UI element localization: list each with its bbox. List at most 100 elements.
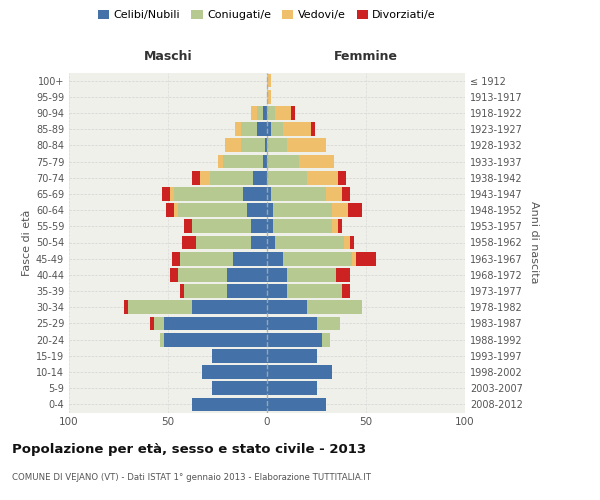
Bar xyxy=(233,252,267,266)
Bar xyxy=(267,349,317,362)
Bar xyxy=(267,171,307,184)
Bar xyxy=(271,187,326,201)
Bar xyxy=(267,154,299,168)
Bar xyxy=(200,171,209,184)
Bar xyxy=(170,268,178,282)
Bar xyxy=(182,236,196,250)
Bar xyxy=(263,106,267,120)
Bar xyxy=(267,300,307,314)
Bar xyxy=(275,236,344,250)
Bar xyxy=(267,90,271,104)
Bar xyxy=(180,252,233,266)
Bar xyxy=(337,268,350,282)
Bar xyxy=(178,203,247,217)
Bar xyxy=(311,122,314,136)
Bar xyxy=(174,203,178,217)
Bar xyxy=(128,300,192,314)
Bar xyxy=(202,365,267,379)
Bar xyxy=(267,236,275,250)
Legend: Celibi/Nubili, Coniugati/e, Vedovi/e, Divorziati/e: Celibi/Nubili, Coniugati/e, Vedovi/e, Di… xyxy=(94,6,440,25)
Bar xyxy=(160,333,164,346)
Bar xyxy=(192,171,200,184)
Bar xyxy=(227,284,267,298)
Bar xyxy=(287,138,326,152)
Bar xyxy=(184,284,227,298)
Bar xyxy=(267,365,332,379)
Bar xyxy=(166,203,174,217)
Bar xyxy=(241,122,257,136)
Bar xyxy=(350,236,354,250)
Bar xyxy=(267,187,271,201)
Bar xyxy=(192,220,251,233)
Bar xyxy=(307,171,338,184)
Text: COMUNE DI VEJANO (VT) - Dati ISTAT 1° gennaio 2013 - Elaborazione TUTTITALIA.IT: COMUNE DI VEJANO (VT) - Dati ISTAT 1° ge… xyxy=(12,472,371,482)
Bar xyxy=(267,138,287,152)
Bar xyxy=(212,349,267,362)
Text: Popolazione per età, sesso e stato civile - 2013: Popolazione per età, sesso e stato civil… xyxy=(12,442,366,456)
Bar xyxy=(322,333,331,346)
Bar xyxy=(267,316,317,330)
Bar xyxy=(267,106,275,120)
Y-axis label: Anni di nascita: Anni di nascita xyxy=(529,201,539,283)
Bar xyxy=(299,154,334,168)
Text: Femmine: Femmine xyxy=(334,50,398,62)
Y-axis label: Fasce di età: Fasce di età xyxy=(22,210,32,276)
Bar xyxy=(235,122,241,136)
Bar xyxy=(218,154,223,168)
Bar xyxy=(196,236,251,250)
Bar xyxy=(253,171,267,184)
Bar xyxy=(267,122,271,136)
Bar xyxy=(263,154,267,168)
Bar xyxy=(124,300,128,314)
Bar xyxy=(307,300,362,314)
Bar xyxy=(348,203,362,217)
Bar xyxy=(162,187,170,201)
Bar xyxy=(267,252,283,266)
Bar xyxy=(227,268,267,282)
Bar xyxy=(257,122,267,136)
Text: Maschi: Maschi xyxy=(143,50,193,62)
Bar xyxy=(174,187,243,201)
Bar xyxy=(273,220,332,233)
Bar xyxy=(267,220,273,233)
Bar xyxy=(332,203,348,217)
Bar xyxy=(251,220,267,233)
Bar xyxy=(251,106,257,120)
Bar xyxy=(273,203,332,217)
Bar xyxy=(356,252,376,266)
Bar xyxy=(170,187,174,201)
Bar xyxy=(271,122,283,136)
Bar xyxy=(265,138,267,152)
Bar xyxy=(178,268,227,282)
Bar xyxy=(275,106,291,120)
Bar xyxy=(267,333,322,346)
Bar xyxy=(267,284,287,298)
Bar xyxy=(267,268,287,282)
Bar xyxy=(344,236,350,250)
Bar xyxy=(267,398,326,411)
Bar xyxy=(184,220,192,233)
Bar xyxy=(283,252,352,266)
Bar xyxy=(243,187,267,201)
Bar xyxy=(338,220,342,233)
Bar xyxy=(192,300,267,314)
Bar xyxy=(223,154,263,168)
Bar xyxy=(291,106,295,120)
Bar xyxy=(283,122,311,136)
Bar xyxy=(226,138,241,152)
Bar xyxy=(287,284,342,298)
Bar xyxy=(247,203,267,217)
Bar xyxy=(257,106,263,120)
Bar xyxy=(154,316,164,330)
Bar xyxy=(326,187,342,201)
Bar xyxy=(180,284,184,298)
Bar xyxy=(164,316,267,330)
Bar xyxy=(267,74,271,88)
Bar xyxy=(342,284,350,298)
Bar xyxy=(150,316,154,330)
Bar xyxy=(352,252,356,266)
Bar xyxy=(317,316,340,330)
Bar xyxy=(192,398,267,411)
Bar xyxy=(251,236,267,250)
Bar xyxy=(342,187,350,201)
